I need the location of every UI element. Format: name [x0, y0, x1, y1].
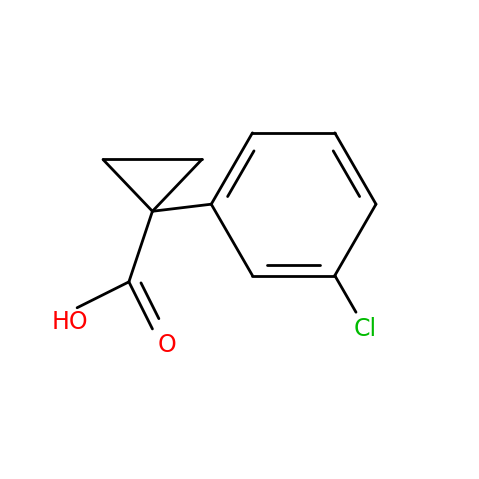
Text: HO: HO [51, 310, 88, 334]
Text: Cl: Cl [354, 317, 377, 341]
Text: O: O [157, 333, 176, 357]
